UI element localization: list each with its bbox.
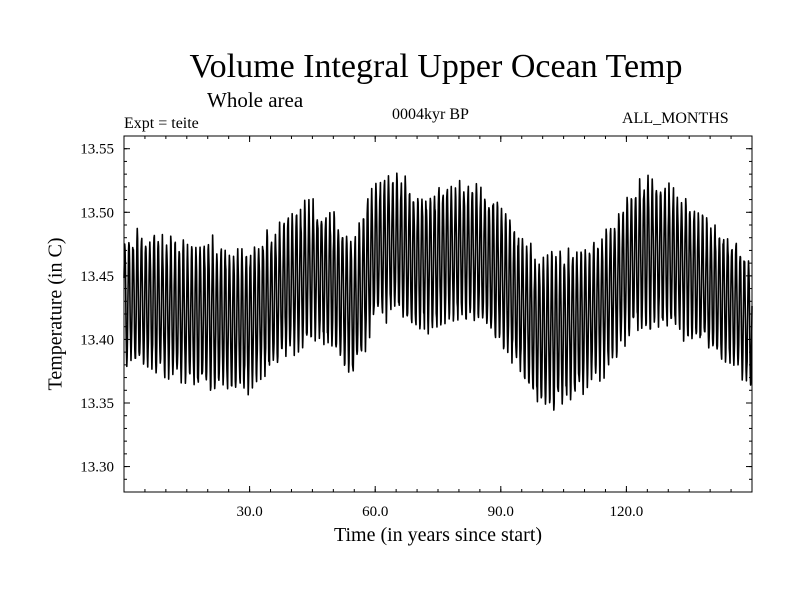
chart-subtitle: Whole area (207, 88, 304, 112)
y-tick-label: 13.35 (80, 396, 114, 412)
months-label: ALL_MONTHS (622, 110, 729, 127)
y-tick-label: 13.55 (80, 142, 114, 158)
y-tick-label: 13.50 (80, 205, 114, 221)
x-axis-label: Time (in years since start) (333, 524, 543, 546)
period-label: 0004kyr BP (392, 106, 469, 123)
plot-frame (123, 135, 753, 493)
y-tick-label: 13.45 (80, 269, 114, 285)
chart-title: Volume Integral Upper Ocean Temp (189, 48, 683, 85)
x-tick-label: 120.0 (610, 504, 644, 520)
y-tick-label: 13.30 (80, 460, 114, 476)
x-tick-label: 90.0 (488, 504, 514, 520)
series-line-temperature (123, 172, 753, 411)
y-tick-label: 13.40 (80, 332, 114, 348)
x-tick-label: 30.0 (236, 504, 262, 520)
x-tick-label: 60.0 (362, 504, 388, 520)
experiment-label: Expt = teite (124, 115, 199, 132)
